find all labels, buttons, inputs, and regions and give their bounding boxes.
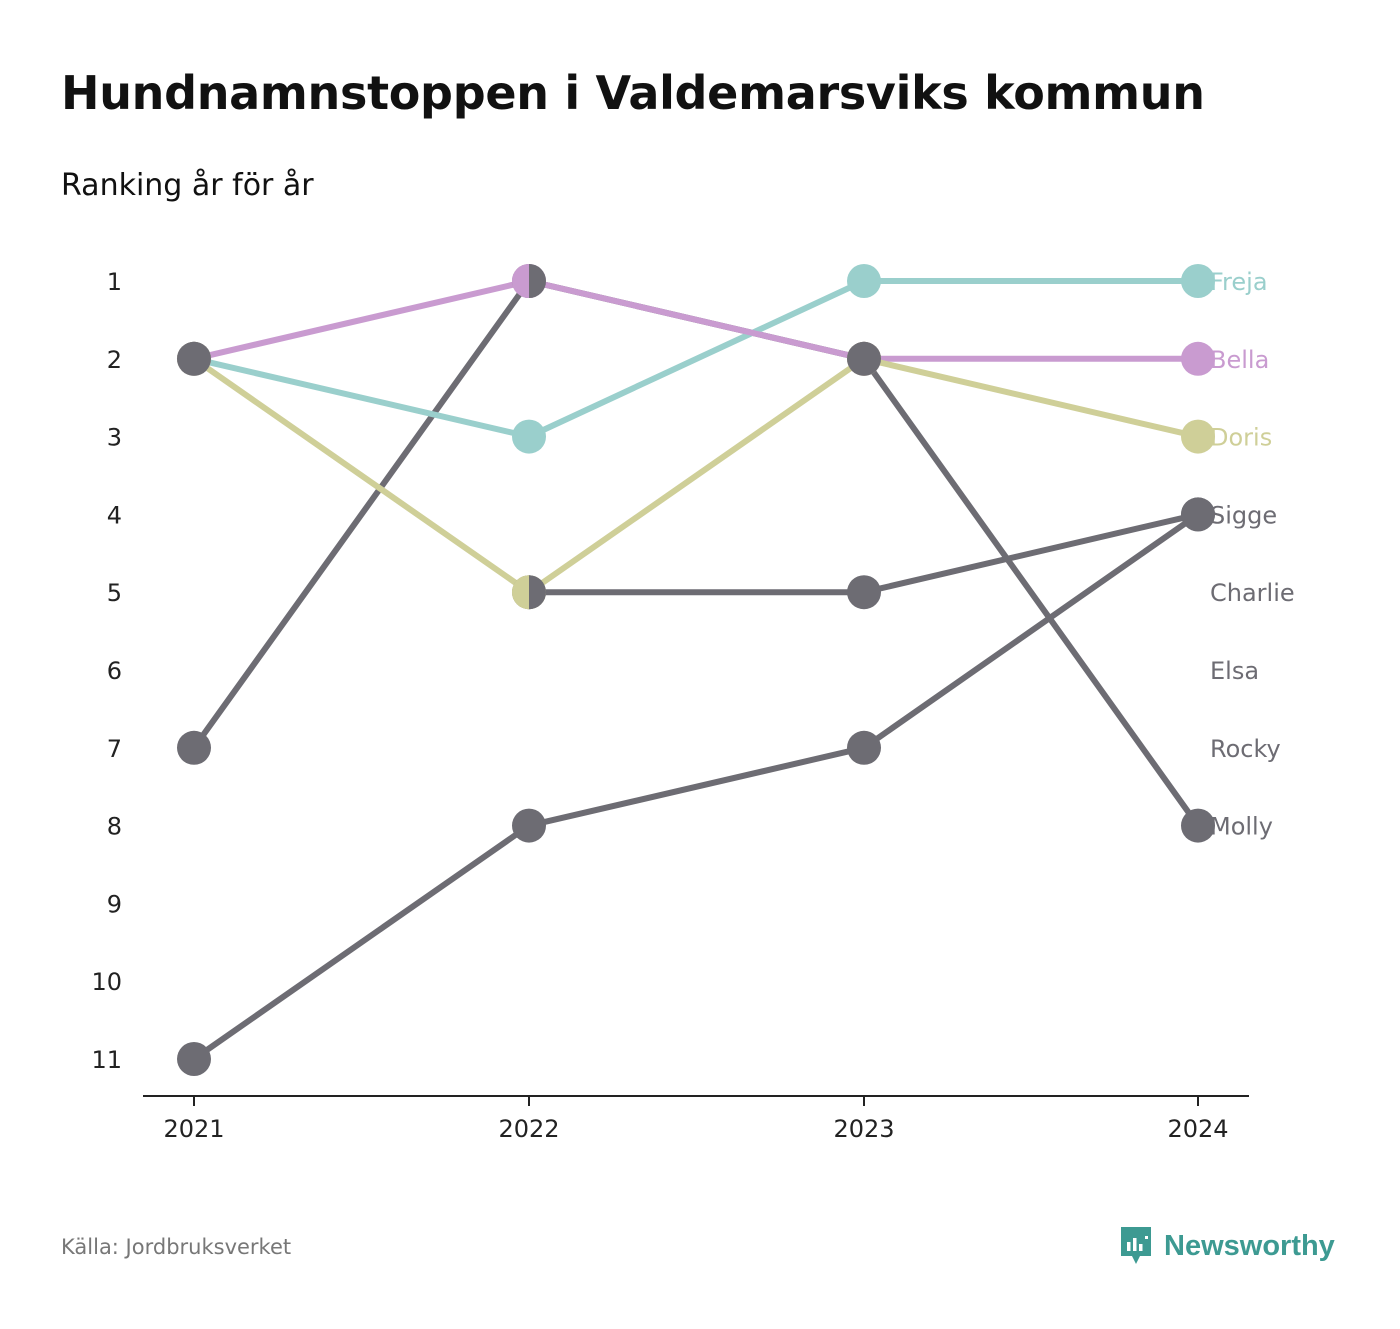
data-point-left-half [512, 264, 529, 298]
end-label-molly: Molly [1210, 813, 1273, 841]
series-line-doris [191, 355, 1201, 596]
data-point-right-half [529, 575, 546, 610]
chart-title: Hundnamnstoppen i Valdemarsviks kommun [61, 66, 1205, 120]
data-point-freja [1181, 264, 1215, 298]
y-tick-label: 6 [107, 657, 122, 685]
y-tick-label: 5 [107, 579, 122, 607]
series-line-molly [191, 278, 1201, 829]
chart-subtitle: Ranking år för år [61, 168, 314, 203]
end-label-charlie: Charlie [1210, 579, 1295, 607]
y-tick-label: 7 [107, 735, 122, 763]
x-tick-label: 2024 [1167, 1115, 1228, 1143]
data-point-charlie [847, 575, 881, 610]
end-label-sigge: Sigge [1210, 501, 1277, 529]
y-tick-label: 10 [91, 968, 122, 996]
end-label-doris: Doris [1210, 424, 1272, 452]
data-point-sigge [847, 730, 881, 765]
data-point-doris [1181, 419, 1215, 454]
data-point-left-half [512, 575, 529, 610]
source-note: Källa: Jordbruksverket [61, 1235, 292, 1259]
newsworthy-logo: Newsworthy [1118, 1224, 1335, 1268]
brand-name: Newsworthy [1164, 1229, 1335, 1262]
series-line-freja [191, 278, 1201, 440]
data-point-molly [177, 730, 211, 765]
end-label-bella: Bella [1210, 346, 1269, 374]
data-point-right-half [529, 264, 546, 298]
end-label-rocky: Rocky [1210, 735, 1281, 763]
y-tick-label: 3 [107, 424, 122, 452]
series-line-sigge [191, 511, 1201, 1062]
data-point-sigge [512, 808, 546, 843]
newsworthy-icon [1121, 1227, 1151, 1264]
end-label-elsa: Elsa [1210, 657, 1259, 685]
data-point-molly [1181, 808, 1215, 843]
data-point-elsa [177, 341, 211, 376]
data-point-bella [1181, 341, 1215, 376]
y-tick-label: 11 [91, 1046, 122, 1074]
data-point-sigge [177, 1042, 211, 1076]
data-point-molly [847, 341, 881, 376]
x-tick-label: 2023 [833, 1115, 894, 1143]
y-tick-label: 4 [107, 501, 122, 529]
data-point-charlie [1181, 497, 1215, 532]
data-point-freja [512, 419, 546, 454]
y-tick-label: 2 [107, 346, 122, 374]
bump-chart: 1 2 3 4 5 6 7 8 9 10 11 2021 2022 2023 2024 Freja Bella D… [91, 264, 1295, 1143]
y-tick-label: 1 [107, 268, 122, 296]
y-tick-label: 8 [107, 813, 122, 841]
end-label-freja: Freja [1210, 268, 1268, 296]
y-tick-label: 9 [107, 890, 122, 918]
data-point-freja [847, 264, 881, 298]
x-tick-label: 2022 [498, 1115, 559, 1143]
series-line-bella [191, 278, 1201, 362]
x-tick-label: 2021 [163, 1115, 224, 1143]
